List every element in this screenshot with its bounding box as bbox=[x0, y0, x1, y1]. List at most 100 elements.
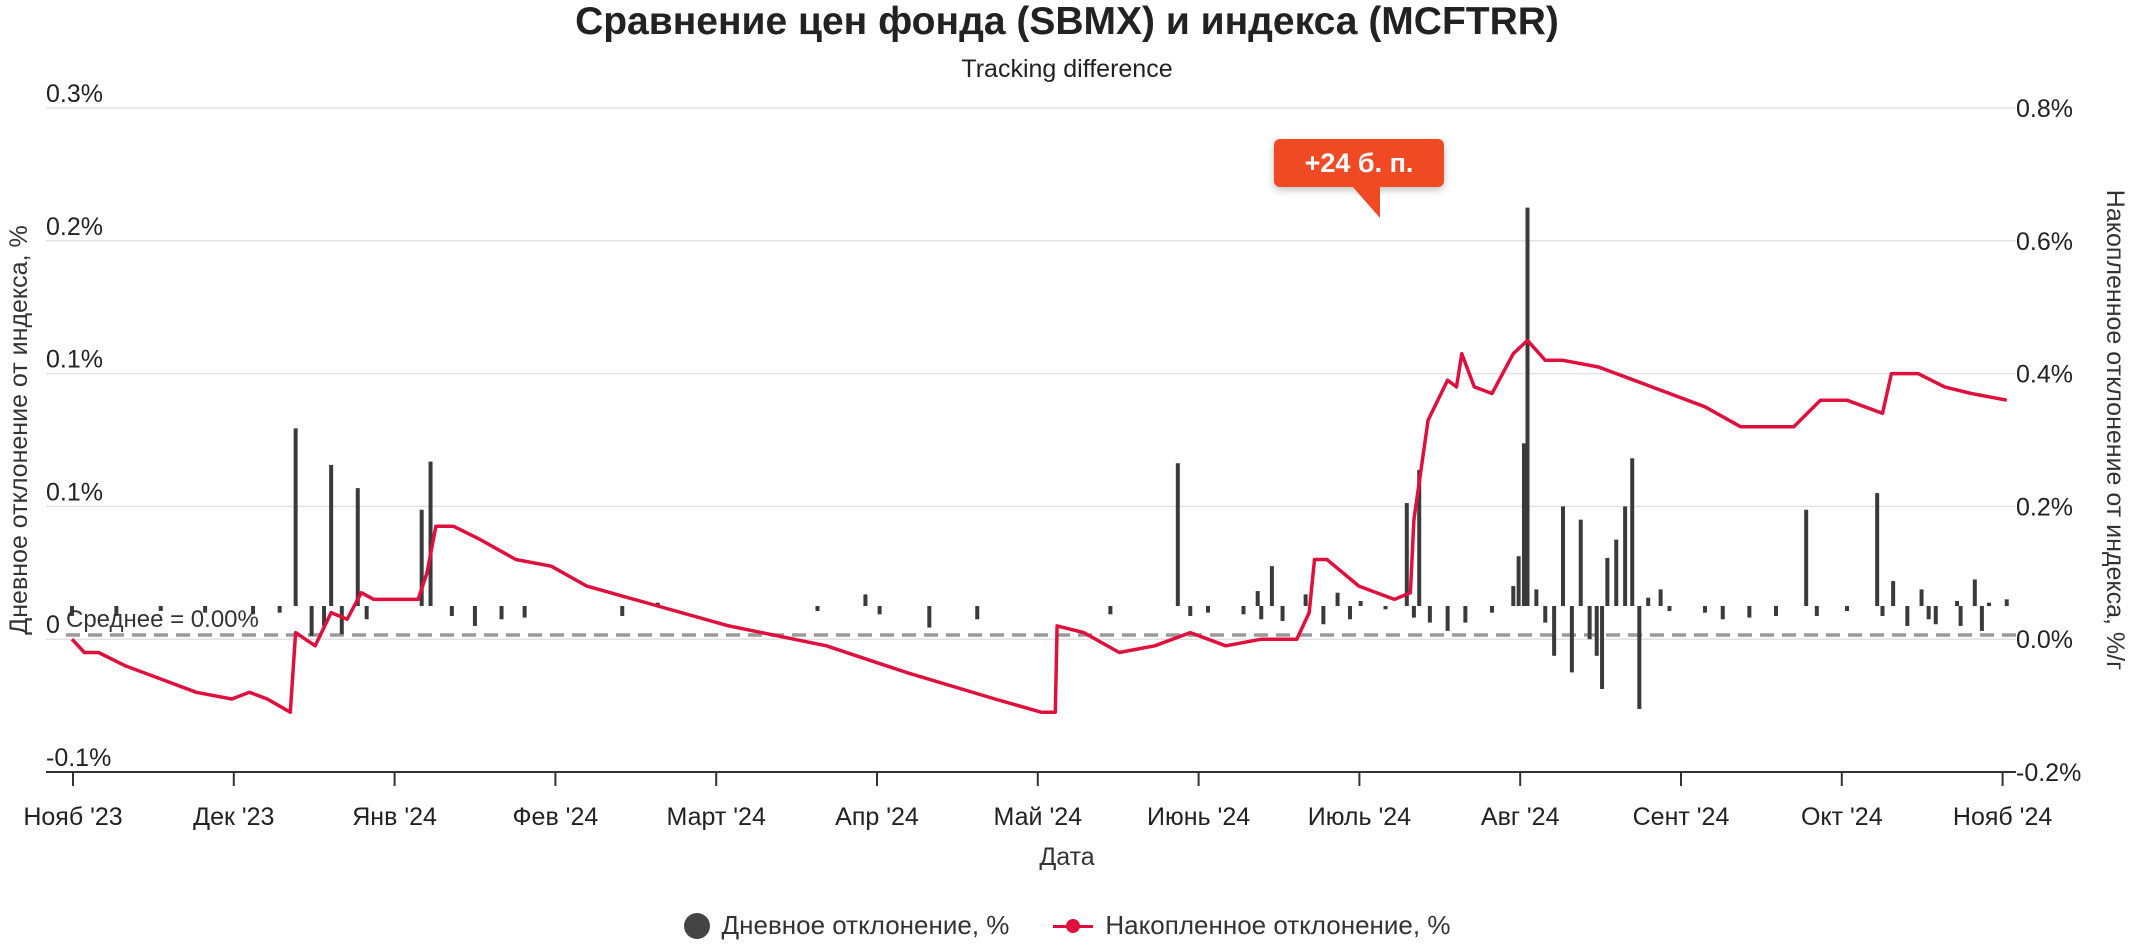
daily-bar bbox=[1206, 606, 1210, 613]
right-tick-label: 0.4% bbox=[2016, 361, 2073, 389]
peak-callout-tail bbox=[1352, 186, 1380, 218]
daily-bar bbox=[1241, 606, 1246, 615]
daily-bar bbox=[1427, 606, 1432, 623]
daily-bar bbox=[1605, 557, 1610, 606]
legend: Дневное отклонение, % Накопленное отклон… bbox=[0, 910, 2134, 941]
grid-lines bbox=[46, 107, 2016, 773]
x-tick-labels: Нояб '23 Дек '23 Янв '24 Фев '24 Март '24 Апр… bbox=[23, 803, 2052, 831]
daily-bar bbox=[1404, 503, 1409, 606]
daily-bar bbox=[877, 606, 882, 615]
daily-bar bbox=[1348, 606, 1352, 620]
daily-bar bbox=[1614, 539, 1619, 606]
daily-bar bbox=[277, 606, 282, 613]
daily-bar bbox=[1321, 606, 1326, 625]
x-axis-label: Дата bbox=[1039, 843, 1094, 871]
daily-bar bbox=[1417, 469, 1422, 606]
daily-bar bbox=[449, 606, 454, 616]
daily-bar bbox=[1919, 589, 1924, 606]
x-tick-label: Авг '24 bbox=[1481, 803, 1560, 831]
right-axis-label: Накопленное отклонение от индекса, %/г bbox=[2101, 190, 2129, 670]
daily-bar bbox=[1880, 606, 1885, 616]
daily-bar bbox=[1891, 581, 1896, 606]
daily-bar bbox=[1845, 606, 1849, 611]
mean-label: Среднее = 0.00% bbox=[66, 606, 259, 633]
daily-bar bbox=[1933, 606, 1938, 625]
daily-bar bbox=[1175, 463, 1180, 606]
left-tick-label: 0.1% bbox=[46, 346, 103, 374]
daily-bar bbox=[1926, 606, 1931, 620]
daily-bar bbox=[815, 606, 820, 611]
daily-bar bbox=[1630, 458, 1635, 606]
daily-bar bbox=[158, 606, 163, 611]
daily-bar bbox=[1703, 606, 1707, 613]
daily-bar bbox=[499, 606, 504, 620]
left-tick-label: 0.2% bbox=[46, 213, 103, 241]
daily-bar bbox=[1108, 606, 1113, 615]
daily-bar bbox=[472, 606, 477, 626]
peak-callout: +24 б. п. bbox=[1274, 139, 1444, 187]
daily-bar bbox=[1875, 493, 1880, 606]
chart-subtitle: Tracking difference bbox=[961, 55, 1173, 83]
daily-bar bbox=[1955, 601, 1960, 606]
left-tick-label: -0.1% bbox=[46, 744, 111, 772]
daily-bar bbox=[1358, 601, 1363, 606]
daily-bar bbox=[203, 606, 208, 613]
daily-bar bbox=[322, 606, 327, 626]
daily-bar bbox=[2004, 599, 2009, 606]
legend-item-cumulative[interactable]: Накопленное отклонение, % bbox=[1053, 910, 1450, 941]
left-tick-labels: 0.3% 0.2% 0.1% 0.1% 0 -0.1% bbox=[46, 80, 111, 772]
legend-label-cumulative: Накопленное отклонение, % bbox=[1105, 910, 1451, 940]
chart-title: Сравнение цен фонда (SBMX) и индекса (MC… bbox=[575, 0, 1559, 43]
daily-bar bbox=[1587, 606, 1592, 640]
daily-bar bbox=[1972, 579, 1977, 606]
daily-bar bbox=[1511, 586, 1516, 606]
daily-bar bbox=[1623, 506, 1628, 606]
axes bbox=[46, 771, 2016, 786]
daily-bar bbox=[1280, 606, 1285, 621]
x-tick-label: Янв '24 bbox=[352, 803, 437, 831]
right-tick-label: -0.2% bbox=[2016, 759, 2081, 787]
daily-bar bbox=[1463, 606, 1468, 623]
daily-bar bbox=[620, 606, 625, 616]
daily-bar bbox=[1411, 606, 1416, 618]
x-tick-label: Июль '24 bbox=[1308, 803, 1411, 831]
daily-bar bbox=[1600, 606, 1605, 689]
daily-bar bbox=[1255, 591, 1260, 606]
cumulative-line-group bbox=[70, 338, 2008, 714]
daily-bar bbox=[339, 606, 344, 635]
legend-line-icon bbox=[1053, 913, 1094, 939]
daily-bar bbox=[355, 488, 360, 606]
legend-item-daily[interactable]: Дневное отклонение, % bbox=[683, 910, 1009, 941]
right-tick-label: 0.8% bbox=[2016, 95, 2073, 123]
daily-bars bbox=[70, 207, 2009, 709]
daily-bar bbox=[114, 606, 119, 616]
daily-bar bbox=[1658, 589, 1663, 606]
daily-bar bbox=[419, 509, 424, 606]
daily-bar bbox=[1774, 606, 1778, 616]
daily-bar bbox=[1303, 594, 1308, 606]
daily-bar bbox=[1814, 606, 1819, 616]
daily-bar bbox=[1804, 509, 1809, 606]
x-tick-label: Окт '24 bbox=[1801, 803, 1883, 831]
daily-bar bbox=[1259, 606, 1264, 620]
daily-bar bbox=[1905, 606, 1910, 626]
daily-bar bbox=[70, 606, 74, 616]
x-tick-label: Апр '24 bbox=[835, 803, 919, 831]
daily-bar bbox=[1543, 606, 1548, 623]
daily-bar bbox=[293, 428, 298, 606]
daily-bar bbox=[927, 606, 932, 628]
daily-bar bbox=[1637, 606, 1642, 709]
x-tick-label: Сент '24 bbox=[1633, 803, 1730, 831]
daily-bar bbox=[863, 594, 868, 606]
daily-bar bbox=[1490, 606, 1494, 613]
x-tick-label: Фев '24 bbox=[513, 803, 599, 831]
left-tick-label: 0.3% bbox=[46, 80, 103, 108]
left-tick-label: 0.1% bbox=[46, 478, 103, 506]
daily-bar bbox=[1979, 606, 1984, 631]
daily-bar bbox=[1516, 556, 1521, 606]
daily-bar bbox=[1188, 606, 1193, 616]
x-tick-label: Дек '23 bbox=[193, 803, 274, 831]
legend-dot-icon bbox=[683, 912, 710, 939]
daily-bar bbox=[1561, 506, 1565, 606]
